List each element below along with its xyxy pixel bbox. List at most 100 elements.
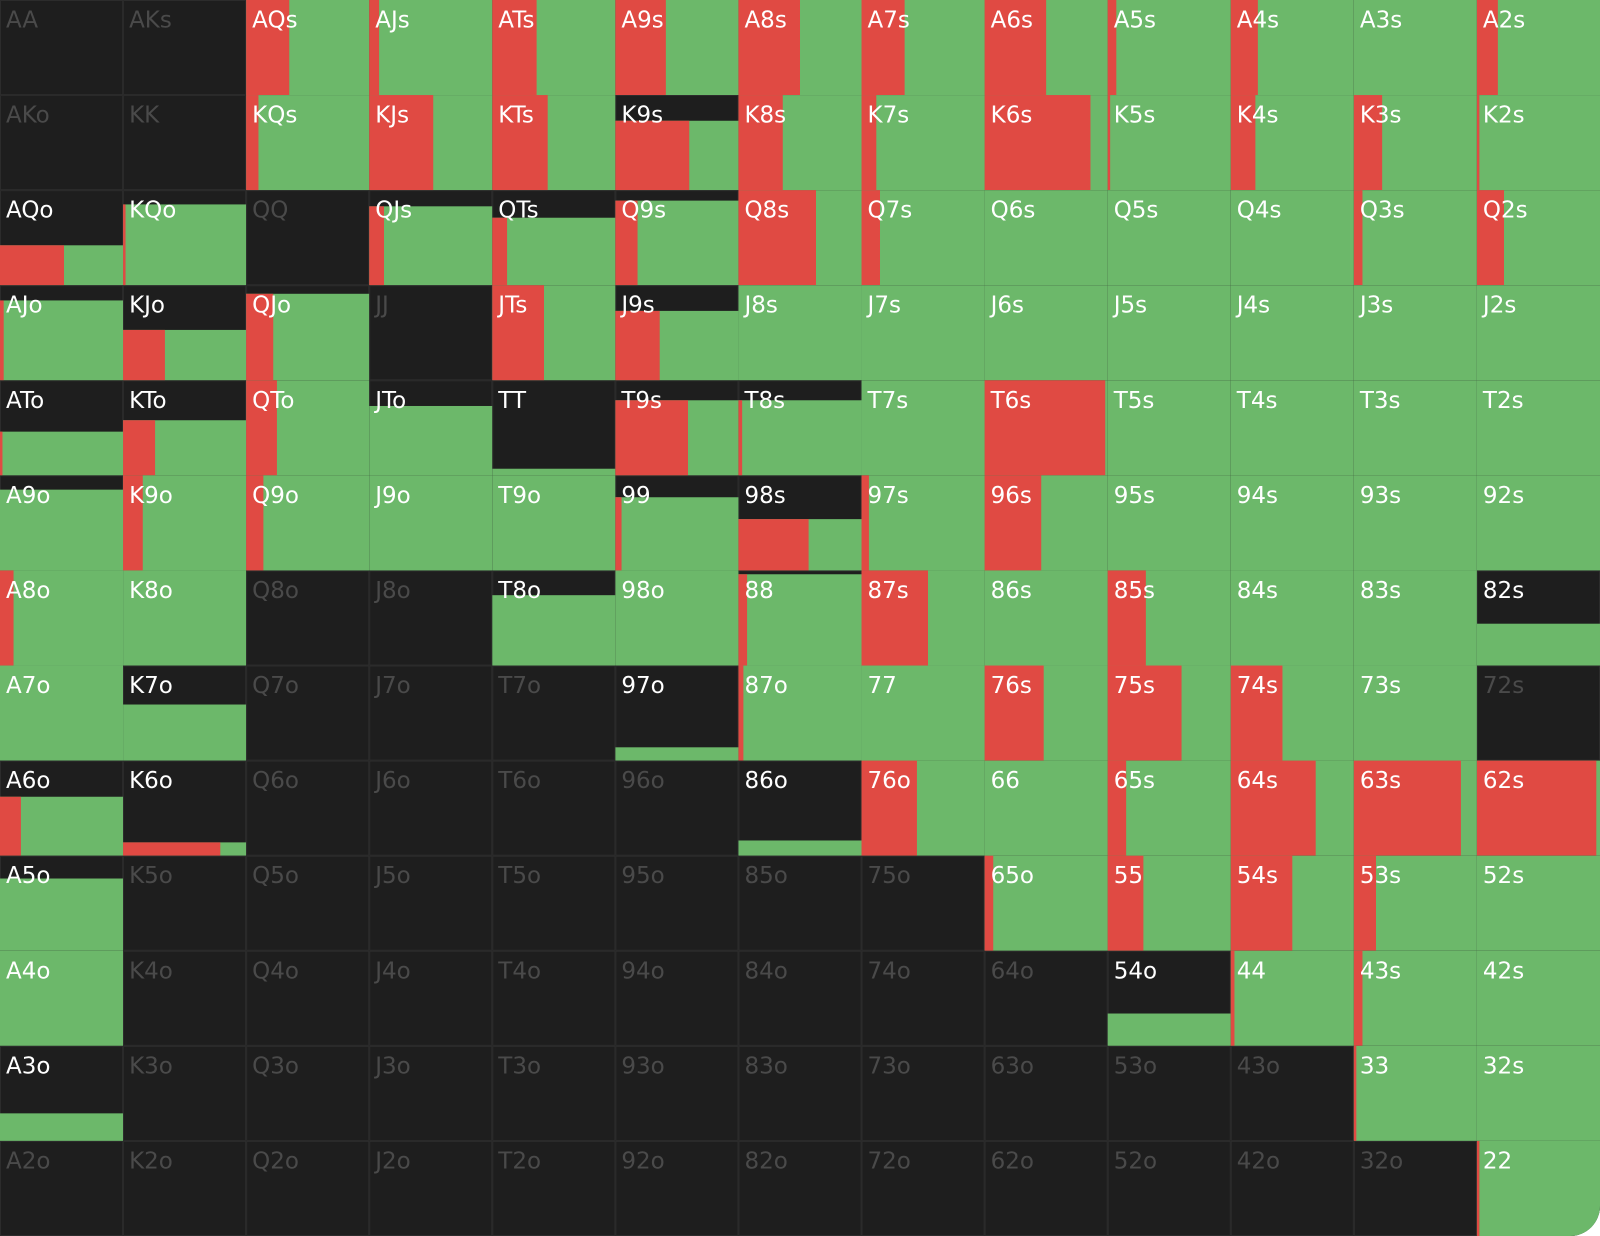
raise-bar — [123, 842, 221, 856]
call-bar — [369, 405, 493, 476]
raise-bar — [861, 570, 928, 666]
hand-label: Q6o — [252, 768, 299, 794]
raise-bar — [738, 95, 783, 191]
hand-label: 33 — [1360, 1053, 1389, 1079]
raise-bar — [1353, 1045, 1357, 1141]
raise-bar — [1353, 760, 1461, 856]
hand-label: 53o — [1114, 1053, 1157, 1079]
call-bar — [1476, 380, 1600, 476]
hand-label: 55 — [1114, 863, 1143, 889]
hand-label: K9s — [621, 103, 663, 129]
hand-label: Q6s — [991, 198, 1036, 224]
hand-label: 82s — [1483, 578, 1524, 604]
raise-bar — [1476, 0, 1498, 96]
hand-label: KK — [129, 103, 160, 129]
hand-label: Q4o — [252, 958, 299, 984]
call-bar — [1476, 95, 1600, 191]
hand-label: 75s — [1114, 673, 1155, 699]
raise-bar — [1476, 1140, 1480, 1236]
hand-label: 95o — [621, 863, 664, 889]
hand-label: K9o — [129, 483, 173, 509]
cell-border — [369, 760, 493, 856]
hand-label: 85o — [744, 863, 787, 889]
raise-bar — [492, 95, 548, 191]
raise-bar — [615, 310, 660, 381]
hand-label: A5o — [6, 863, 50, 889]
raise-bar — [738, 400, 743, 476]
raise-bar — [1353, 950, 1363, 1046]
hand-label: Q8s — [744, 198, 789, 224]
hand-label: J7s — [866, 293, 901, 319]
raise-bar — [984, 855, 994, 951]
raise-bar — [1476, 760, 1597, 856]
call-bar — [615, 497, 739, 571]
hand-label: 93o — [621, 1053, 664, 1079]
cell-border — [369, 950, 493, 1046]
raise-bar — [1476, 95, 1480, 191]
call-bar — [738, 285, 862, 381]
raise-bar — [861, 95, 877, 191]
raise-bar — [615, 200, 638, 286]
hand-label: K4s — [1237, 103, 1279, 129]
hand-label: A3s — [1360, 8, 1402, 34]
hand-label: 87s — [868, 578, 909, 604]
hand-label: J8o — [373, 578, 411, 604]
raise-bar — [246, 380, 277, 476]
cell-border — [0, 95, 124, 191]
call-bar — [738, 400, 862, 476]
call-bar — [492, 595, 616, 666]
call-bar — [1353, 285, 1477, 381]
hand-label: A9o — [6, 483, 50, 509]
call-bar — [1476, 475, 1600, 571]
hand-label: A8o — [6, 578, 50, 604]
call-bar — [0, 570, 124, 666]
raise-bar — [861, 475, 869, 571]
call-bar — [0, 1113, 124, 1141]
hand-label: K5o — [129, 863, 173, 889]
hand-label: KTo — [129, 388, 167, 414]
cell-border — [1230, 1045, 1354, 1141]
hand-label: T5o — [497, 863, 541, 889]
hand-label: A2s — [1483, 8, 1525, 34]
hand-label: 54s — [1237, 863, 1278, 889]
call-bar — [0, 665, 124, 761]
call-bar — [1107, 0, 1231, 96]
hand-label: 92o — [621, 1148, 664, 1174]
call-bar — [861, 665, 985, 761]
raise-bar — [984, 380, 1106, 476]
call-bar — [1476, 855, 1600, 951]
hand-label: 93s — [1360, 483, 1401, 509]
call-bar — [246, 475, 370, 571]
hand-label: 64o — [991, 958, 1034, 984]
raise-bar — [123, 329, 165, 381]
call-bar — [1107, 190, 1231, 286]
cell-border — [615, 950, 739, 1046]
hand-label: 94s — [1237, 483, 1278, 509]
raise-bar — [615, 120, 690, 191]
hand-label: K3o — [129, 1053, 173, 1079]
hand-label: T5s — [1113, 388, 1155, 414]
raise-bar — [1107, 95, 1111, 191]
call-bar — [738, 840, 862, 856]
cell-border — [123, 950, 247, 1046]
hand-label: Q9o — [252, 483, 299, 509]
hand-label: K4o — [129, 958, 173, 984]
call-bar — [1353, 1045, 1477, 1141]
hand-label: J6s — [989, 293, 1024, 319]
hand-label: ATs — [498, 8, 534, 34]
hand-label: 85s — [1114, 578, 1155, 604]
call-bar — [1476, 623, 1600, 666]
raise-bar — [0, 245, 64, 286]
hand-label: 53s — [1360, 863, 1401, 889]
hand-label: 65s — [1114, 768, 1155, 794]
raise-bar — [738, 519, 809, 571]
raise-bar — [246, 293, 274, 381]
hand-label: KJo — [129, 293, 165, 319]
call-bar — [1230, 380, 1354, 476]
raise-bar — [1353, 855, 1376, 951]
hand-label: A4o — [6, 958, 50, 984]
call-bar — [738, 574, 862, 666]
call-bar — [0, 489, 124, 571]
cell-border — [492, 950, 616, 1046]
hand-label: 22 — [1483, 1148, 1512, 1174]
